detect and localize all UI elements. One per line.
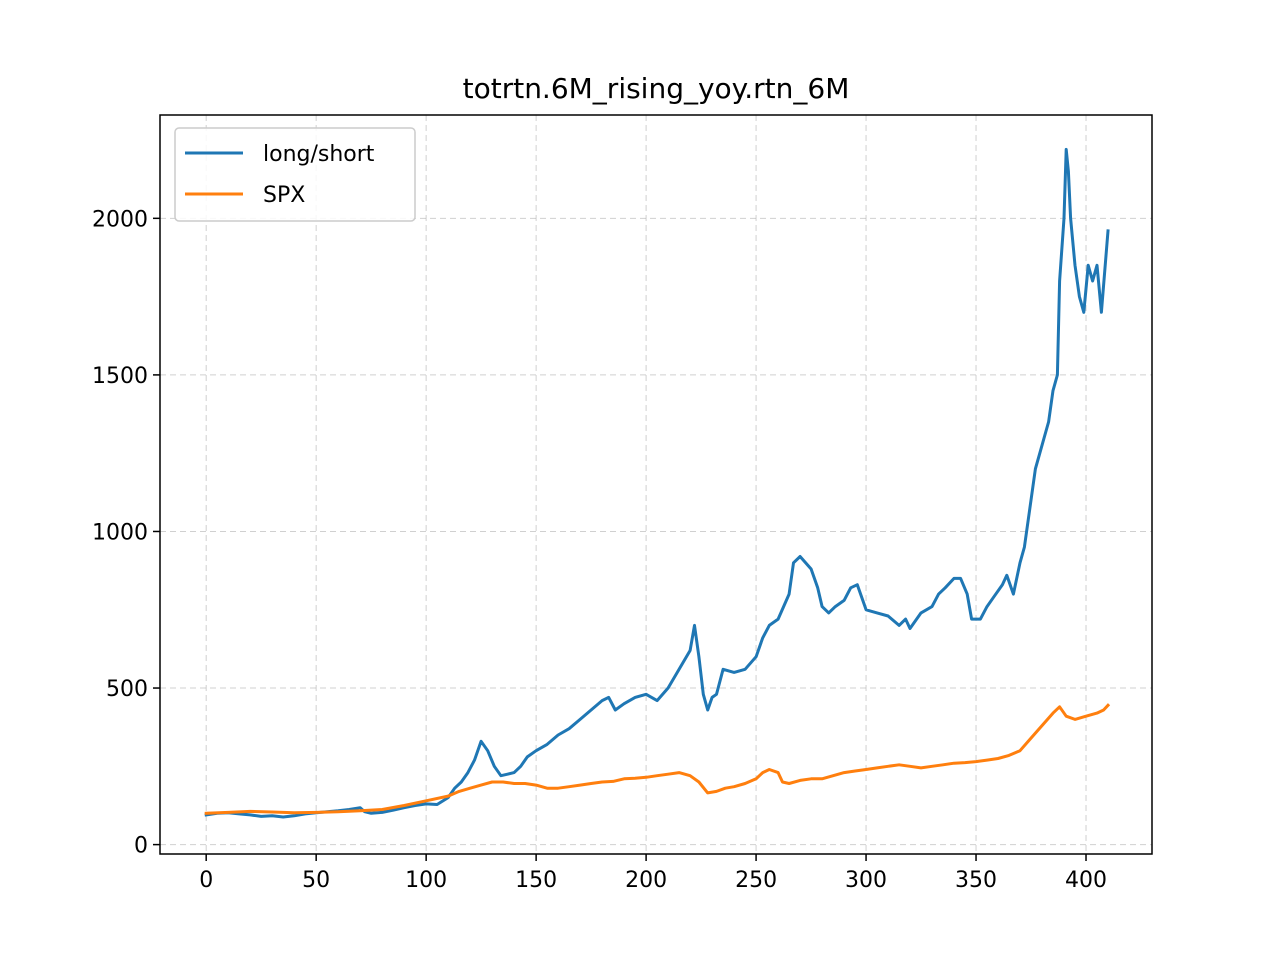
series-layer bbox=[204, 147, 1111, 819]
legend-label-spx: SPX bbox=[263, 183, 305, 208]
legend-label-long-short: long/short bbox=[263, 142, 375, 167]
y-tick-label: 1500 bbox=[92, 364, 148, 389]
legend: long/short SPX bbox=[174, 127, 416, 222]
x-tick-label: 0 bbox=[199, 868, 213, 893]
y-tick-label: 2000 bbox=[92, 207, 148, 232]
x-tick-label: 100 bbox=[405, 868, 447, 893]
y-axis: 0 500 1000 1500 2000 bbox=[92, 207, 160, 859]
y-tick-label: 0 bbox=[134, 834, 148, 859]
x-tick-label: 200 bbox=[625, 868, 667, 893]
plot-frame bbox=[159, 114, 1153, 855]
x-axis: 0 50 100 150 200 250 300 350 400 bbox=[199, 854, 1107, 893]
series-line-long-short bbox=[204, 147, 1110, 819]
x-tick-label: 50 bbox=[302, 868, 330, 893]
x-tick-label: 350 bbox=[955, 868, 997, 893]
legend-box bbox=[174, 127, 416, 222]
x-tick-label: 250 bbox=[735, 868, 777, 893]
chart-title: totrtn.6M_rising_yoy.rtn_6M bbox=[463, 72, 850, 105]
plot-background bbox=[160, 115, 1152, 854]
x-tick-label: 300 bbox=[845, 868, 887, 893]
x-tick-label: 400 bbox=[1065, 868, 1107, 893]
x-tick-label: 150 bbox=[515, 868, 557, 893]
series-line-spx bbox=[204, 703, 1111, 815]
y-tick-label: 500 bbox=[106, 677, 148, 702]
y-tick-label: 1000 bbox=[92, 520, 148, 545]
